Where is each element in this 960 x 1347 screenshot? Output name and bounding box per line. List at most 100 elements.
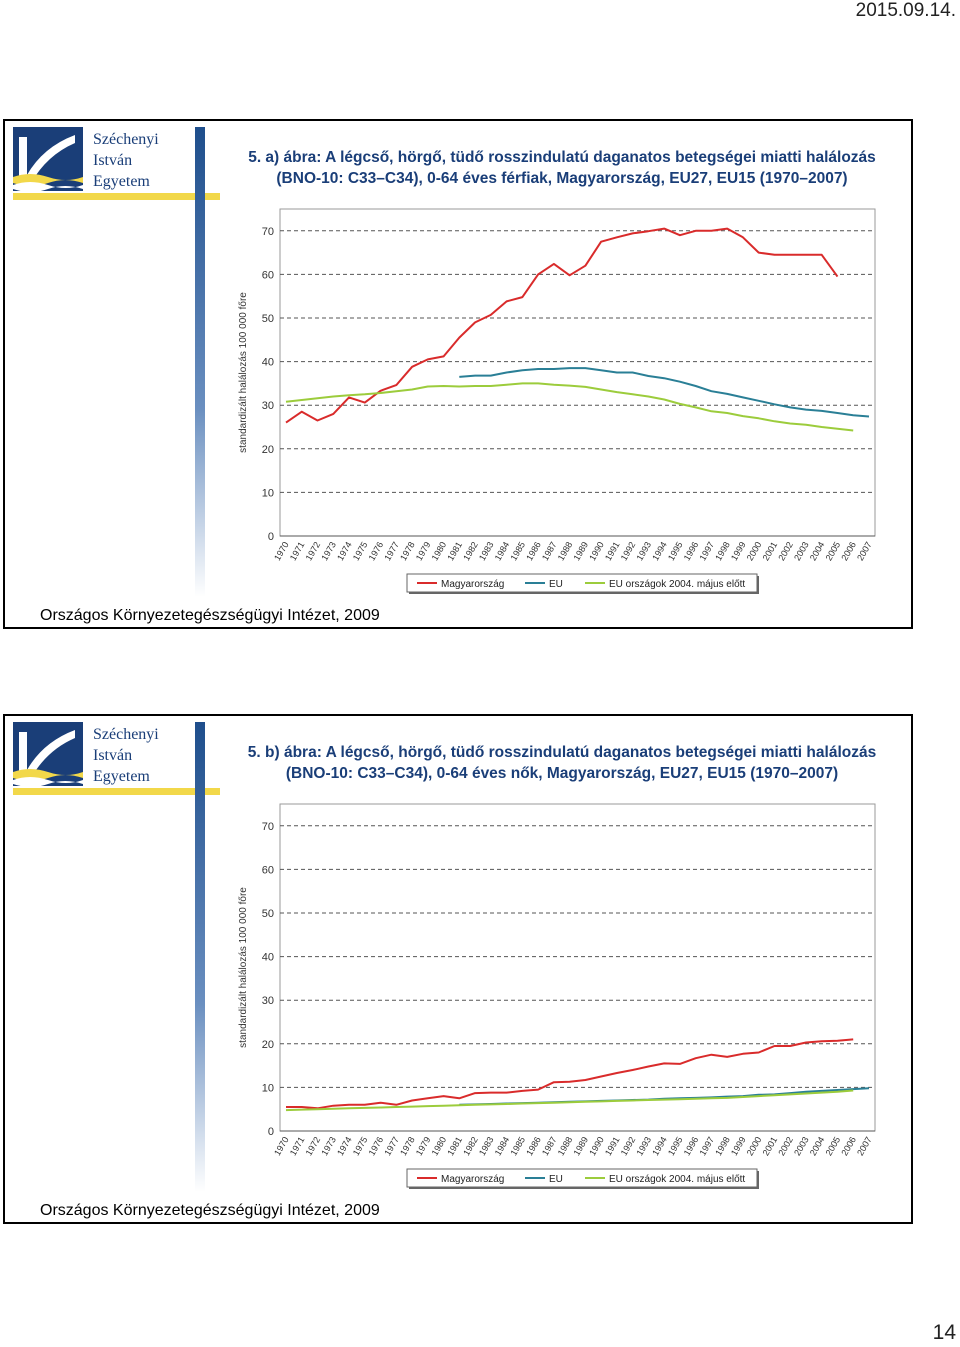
y-tick-label: 0 <box>268 1126 274 1138</box>
x-tick-label: 2007 <box>855 540 874 562</box>
x-tick-label: 1992 <box>619 540 638 562</box>
slide-1: Széchenyi István Egyetem 5. a) ábra: A l… <box>3 119 913 629</box>
y-tick-label: 10 <box>262 487 274 499</box>
legend-label: EU <box>549 1174 563 1185</box>
x-tick-label: 1975 <box>351 540 370 562</box>
logo-text: Széchenyi István Egyetem <box>93 724 159 787</box>
logo-line-3: Egyetem <box>93 768 150 785</box>
x-tick-label: 1998 <box>713 1135 732 1157</box>
x-tick-label: 1971 <box>288 1135 307 1157</box>
legend <box>406 573 758 593</box>
x-tick-label: 1985 <box>508 1135 527 1157</box>
y-tick-label: 10 <box>262 1082 274 1094</box>
x-tick-label: 1976 <box>367 540 386 562</box>
x-tick-label: 1980 <box>430 1135 449 1157</box>
series-line <box>459 367 870 418</box>
x-tick-label: 1980 <box>430 540 449 562</box>
decorative-blue-bar <box>195 127 205 597</box>
series-line <box>286 1038 854 1110</box>
x-tick-label: 1982 <box>461 540 480 562</box>
y-tick-label: 0 <box>268 531 274 543</box>
x-tick-label: 1986 <box>524 1135 543 1157</box>
x-tick-label: 2004 <box>808 540 827 562</box>
logo-line-2: István <box>93 747 133 764</box>
x-tick-label: 1996 <box>682 540 701 562</box>
x-tick-label: 1976 <box>367 1135 386 1157</box>
chart-title-line-2: (BNO-10: C33–C34), 0-64 éves nők, Magyar… <box>285 765 839 782</box>
x-tick-label: 1972 <box>304 1135 323 1157</box>
y-tick-label: 30 <box>262 995 274 1007</box>
page-number: 14 <box>932 1321 956 1344</box>
series-line <box>285 1089 854 1112</box>
x-tick-label: 1981 <box>445 540 464 562</box>
x-tick-label: 2005 <box>824 1135 843 1157</box>
x-tick-label: 2000 <box>745 1135 764 1157</box>
logo-line-2: István <box>93 152 133 169</box>
university-logo-icon <box>13 722 83 786</box>
x-tick-label: 1974 <box>335 1135 354 1157</box>
y-tick-label: 70 <box>262 226 274 238</box>
series-line <box>285 382 854 432</box>
x-tick-label: 1994 <box>650 1135 669 1157</box>
y-axis-label: standardizált halálozás 100 000 főre <box>238 292 249 453</box>
x-tick-label: 1972 <box>304 540 323 562</box>
x-tick-label: 1997 <box>697 1135 716 1157</box>
x-tick-label: 2004 <box>808 1135 827 1157</box>
line-chart-men: 0 10 20 30 40 50 60 70 standardizált halálozás 1… <box>238 208 876 594</box>
chart-title-line-1: 5. a) ábra: A légcső, hörgő, tüdő rosszi… <box>248 149 876 166</box>
logo-line-3: Egyetem <box>93 173 150 190</box>
plot-area <box>279 803 876 1132</box>
legend-label: Magyarország <box>441 579 504 590</box>
x-tick-label: 1989 <box>571 540 590 562</box>
x-tick-label: 1995 <box>666 1135 685 1157</box>
y-tick-label: 60 <box>262 864 274 876</box>
x-tick-label: 1987 <box>540 1135 559 1157</box>
y-tick-label: 50 <box>262 908 274 920</box>
x-tick-label: 1995 <box>666 540 685 562</box>
x-tick-label: 1974 <box>335 540 354 562</box>
x-tick-label: 1979 <box>414 540 433 562</box>
x-tick-label: 1978 <box>398 540 417 562</box>
university-logo-icon <box>13 127 83 191</box>
x-tick-label: 1984 <box>493 540 512 562</box>
x-tick-label: 1970 <box>272 540 291 562</box>
x-tick-label: 2001 <box>761 1135 780 1157</box>
source-label: Országos Környezetegészségügyi Intézet, … <box>40 1202 380 1219</box>
x-tick-label: 1990 <box>587 540 606 562</box>
x-tick-label: 1984 <box>493 1135 512 1157</box>
slide-2: Széchenyi István Egyetem 5. b) ábra: A l… <box>3 714 913 1224</box>
chart-title-line-2: (BNO-10: C33–C34), 0-64 éves férfiak, Ma… <box>276 170 848 187</box>
x-tick-label: 1983 <box>477 540 496 562</box>
line-chart-women: 0 10 20 30 40 50 60 70 standardizált halálozás 1… <box>238 803 876 1189</box>
chart-title: 5. b) ábra: A légcső, hörgő, tüdő rosszi… <box>227 742 897 784</box>
x-tick-label: 1996 <box>682 1135 701 1157</box>
x-tick-label: 1981 <box>445 1135 464 1157</box>
x-tick-label: 2001 <box>761 540 780 562</box>
x-tick-label: 1987 <box>540 540 559 562</box>
x-tick-label: 2006 <box>839 540 858 562</box>
date-label: 2015.09.14. <box>855 0 956 21</box>
x-tick-label: 1982 <box>461 1135 480 1157</box>
x-tick-label: 2002 <box>776 540 795 562</box>
y-axis-label: standardizált halálozás 100 000 főre <box>238 887 249 1048</box>
legend-label: EU országok 2004. május előtt <box>609 1174 745 1185</box>
x-tick-label: 1998 <box>713 540 732 562</box>
chart-title-line-1: 5. b) ábra: A légcső, hörgő, tüdő rosszi… <box>247 744 877 761</box>
y-tick-label: 40 <box>262 357 274 369</box>
x-tick-label: 1973 <box>319 540 338 562</box>
x-tick-label: 2000 <box>745 540 764 562</box>
x-tick-label: 1993 <box>634 1135 653 1157</box>
y-tick-label: 60 <box>262 269 274 281</box>
y-tick-label: 50 <box>262 313 274 325</box>
x-tick-label: 1977 <box>382 1135 401 1157</box>
x-tick-label: 1992 <box>619 1135 638 1157</box>
logo-line-1: Széchenyi <box>93 131 159 148</box>
y-tick-label: 20 <box>262 1039 274 1051</box>
logo-underline <box>13 788 220 795</box>
x-tick-label: 1986 <box>524 540 543 562</box>
x-tick-label: 1991 <box>603 540 622 562</box>
x-tick-label: 2002 <box>776 1135 795 1157</box>
x-tick-label: 1999 <box>729 540 748 562</box>
logo-text: Széchenyi István Egyetem <box>93 129 159 192</box>
y-tick-label: 70 <box>262 821 274 833</box>
